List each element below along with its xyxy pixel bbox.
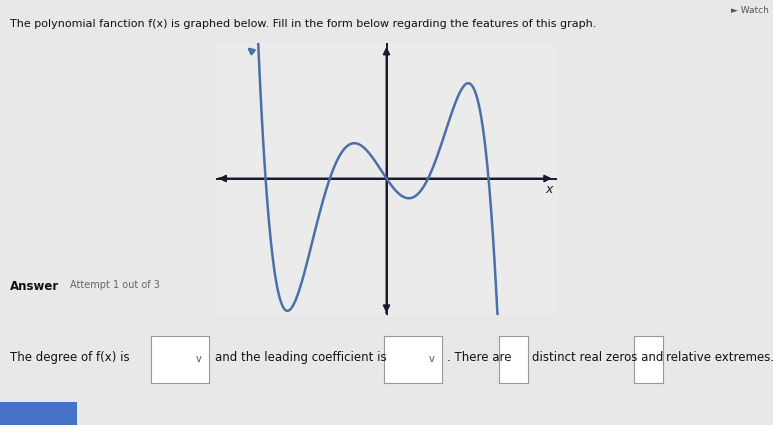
Text: relative extremes.: relative extremes.: [666, 351, 773, 364]
Text: The polynomial fanction f(x) is graphed below. Fill in the form below regarding : The polynomial fanction f(x) is graphed …: [10, 19, 597, 29]
Text: Attempt 1 out of 3: Attempt 1 out of 3: [70, 280, 159, 291]
Text: . There are: . There are: [447, 351, 511, 364]
Text: ► Watch: ► Watch: [731, 6, 769, 15]
Text: The degree of f(x) is: The degree of f(x) is: [10, 351, 130, 364]
Text: v: v: [196, 354, 201, 364]
Text: x: x: [545, 183, 553, 196]
Text: v: v: [429, 354, 434, 364]
Text: distinct real zeros and: distinct real zeros and: [532, 351, 663, 364]
Text: Answer: Answer: [10, 280, 60, 294]
Text: and the leading coefficient is: and the leading coefficient is: [215, 351, 386, 364]
